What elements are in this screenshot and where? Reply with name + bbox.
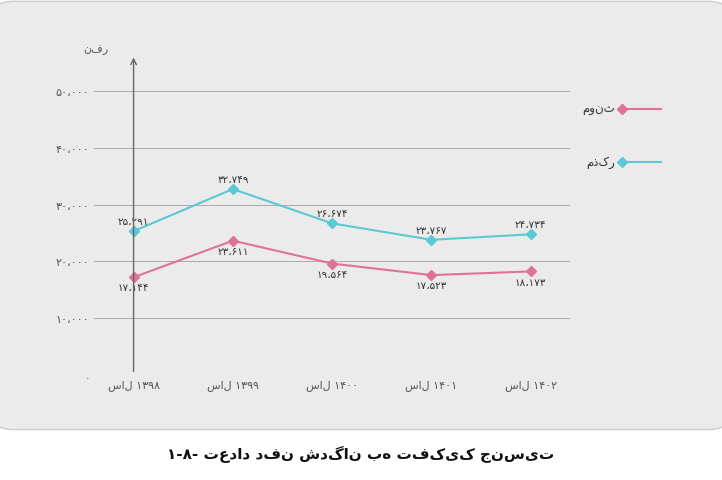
Text: ۱۷،۵۲۳: ۱۷،۵۲۳ <box>416 281 447 290</box>
Text: مونث: مونث <box>583 103 615 116</box>
Text: ۲۵،۲۹۱: ۲۵،۲۹۱ <box>118 216 149 227</box>
FancyBboxPatch shape <box>0 2 722 430</box>
Text: ۳۲،۷۴۹: ۳۲،۷۴۹ <box>217 175 248 184</box>
Text: ۱۹،۵۶۴: ۱۹،۵۶۴ <box>316 269 348 279</box>
Text: نفر: نفر <box>83 45 108 55</box>
Text: مذکر: مذکر <box>586 156 615 169</box>
Text: ۲۴،۷۳۴: ۲۴،۷۳۴ <box>515 220 547 230</box>
Text: ۱۸،۱۷۳: ۱۸،۱۷۳ <box>515 277 547 287</box>
Text: ۲۳،۷۶۷: ۲۳،۷۶۷ <box>416 225 447 235</box>
Text: ۲۳،۶۱۱: ۲۳،۶۱۱ <box>217 246 248 256</box>
Text: ۱۷،۱۴۴: ۱۷،۱۴۴ <box>118 283 149 293</box>
Text: ۱-۸- تعداد دفن شدگان به تفکیک جنسیت: ۱-۸- تعداد دفن شدگان به تفکیک جنسیت <box>168 445 554 462</box>
Text: ۲۶،۶۷۴: ۲۶،۶۷۴ <box>316 209 348 219</box>
